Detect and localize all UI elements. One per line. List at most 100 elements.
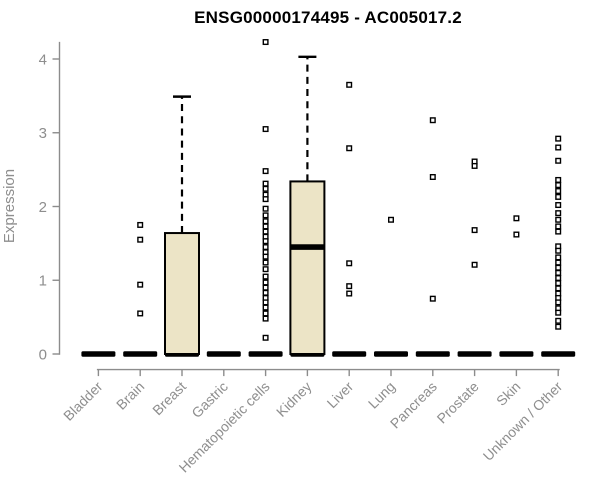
box-group <box>332 81 367 357</box>
outlier-point <box>555 135 562 142</box>
outlier-point <box>555 299 562 306</box>
y-tick-label: 1 <box>39 273 47 290</box>
x-tick-label: Breast <box>149 378 189 418</box>
box-rect <box>289 180 326 355</box>
y-tick-label: 3 <box>39 125 47 142</box>
outlier-point <box>513 215 520 222</box>
chart-title: ENSG00000174495 - AC005017.2 <box>194 8 462 27</box>
outlier-point <box>555 280 562 287</box>
outlier-point <box>555 182 562 189</box>
outlier-point <box>555 157 562 164</box>
outlier-point <box>429 117 436 124</box>
box-group <box>499 215 534 357</box>
y-tick-label: 4 <box>39 51 47 68</box>
zero-median-bar <box>123 351 158 357</box>
outlier-point <box>555 247 562 254</box>
outlier-point <box>555 193 562 200</box>
outlier-point <box>429 173 436 180</box>
x-tick-label: Lung <box>365 378 398 411</box>
box-group <box>123 221 158 357</box>
zero-median-bar <box>332 351 367 357</box>
outlier-point <box>555 264 562 271</box>
outlier-point <box>262 205 269 212</box>
x-tick-label: Unknown / Other <box>480 378 566 464</box>
zero-median-bar <box>374 351 408 357</box>
box-group <box>457 158 492 357</box>
zero-median-bar <box>248 351 283 357</box>
outlier-point <box>555 309 562 316</box>
outlier-point <box>262 259 269 266</box>
zero-median-bar <box>81 351 116 357</box>
outlier-point <box>346 290 353 297</box>
outlier-point <box>262 273 269 280</box>
y-tick-label: 0 <box>39 346 47 363</box>
outlier-point <box>137 221 144 228</box>
outlier-point <box>346 81 353 88</box>
outlier-point <box>555 223 562 230</box>
box-group <box>81 351 116 357</box>
outlier-point <box>513 231 520 238</box>
zero-median-bar <box>415 351 450 357</box>
outlier-point <box>346 145 353 152</box>
outlier-point <box>262 126 269 133</box>
outlier-point <box>555 254 562 261</box>
outlier-point <box>555 323 562 330</box>
outlier-point <box>262 218 269 225</box>
x-tick-label: Liver <box>324 378 357 411</box>
zero-median-bar <box>457 351 492 357</box>
outlier-point <box>429 295 436 302</box>
outlier-point <box>262 334 269 341</box>
outlier-point <box>262 212 269 219</box>
outlier-point <box>262 310 269 317</box>
y-tick-label: 2 <box>39 199 47 216</box>
outlier-point <box>262 196 269 203</box>
outlier-point <box>555 216 562 223</box>
outlier-point <box>471 227 478 234</box>
median-line <box>290 244 325 250</box>
outlier-point <box>262 244 269 251</box>
outlier-point <box>555 202 562 209</box>
outlier-point <box>262 228 269 235</box>
box-group <box>164 95 200 357</box>
outlier-point <box>471 261 478 268</box>
outlier-point <box>555 176 562 183</box>
outlier-point <box>262 253 269 260</box>
outlier-point <box>555 259 562 266</box>
outlier-point <box>262 304 269 311</box>
box-group <box>248 39 283 357</box>
outlier-point <box>555 210 562 217</box>
outlier-point <box>555 285 562 292</box>
outlier-point <box>262 284 269 291</box>
x-tick-label: Skin <box>493 378 524 409</box>
outlier-point <box>262 289 269 296</box>
outlier-point <box>137 236 144 243</box>
outlier-point <box>555 275 562 282</box>
x-tick-label: Bladder <box>60 378 106 424</box>
box-group <box>289 55 326 357</box>
box-rect <box>164 232 200 355</box>
x-tick-label: Prostate <box>434 378 482 426</box>
outlier-point <box>555 317 562 324</box>
outlier-point <box>262 238 269 245</box>
zero-median-bar <box>541 351 576 357</box>
outlier-point <box>262 279 269 286</box>
outlier-point <box>555 228 562 235</box>
x-tick-label: Brain <box>113 378 147 412</box>
box-group <box>206 351 241 357</box>
outlier-point <box>262 39 269 46</box>
zero-median-bar <box>206 351 241 357</box>
zero-median-bar <box>499 351 534 357</box>
outlier-point <box>388 216 395 223</box>
outlier-point <box>137 281 144 288</box>
outlier-point <box>262 168 269 175</box>
outlier-point <box>555 269 562 276</box>
outlier-point <box>262 180 269 187</box>
y-axis-title: Expression <box>1 169 18 243</box>
outlier-point <box>262 299 269 306</box>
outlier-point <box>471 162 478 169</box>
outlier-point <box>262 315 269 322</box>
outlier-point <box>555 144 562 151</box>
outlier-point <box>555 188 562 195</box>
